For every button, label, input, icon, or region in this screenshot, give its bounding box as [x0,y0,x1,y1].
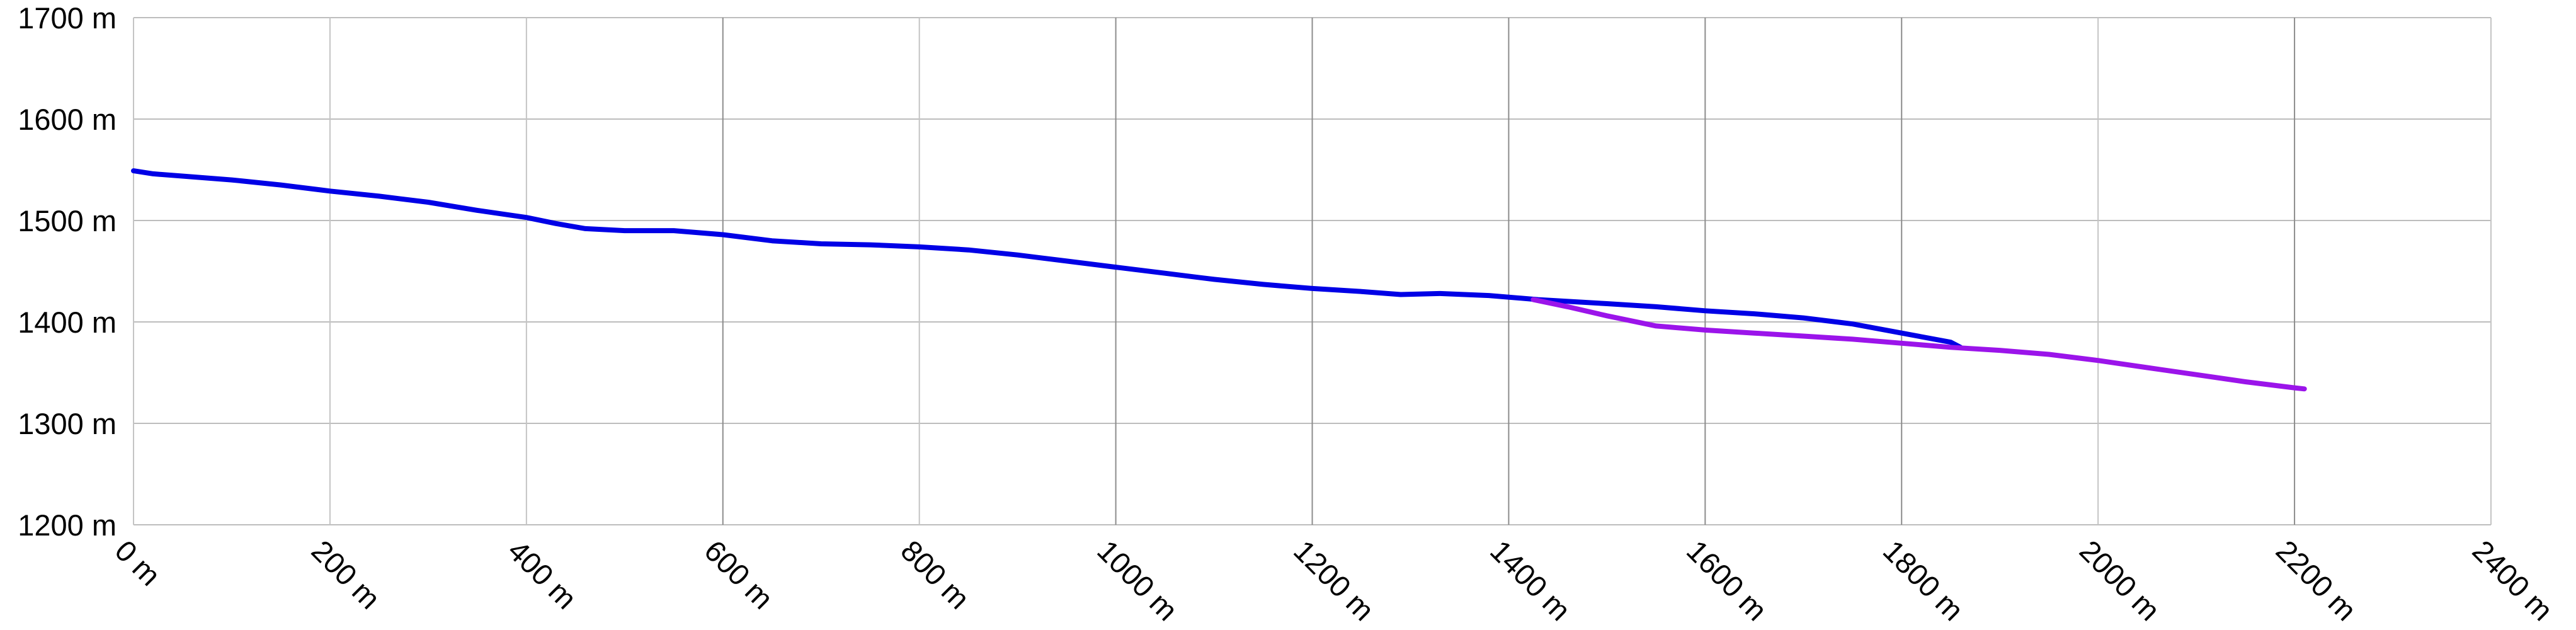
x-tick-label: 1800 m [1877,534,1970,627]
series-line-1 [131,168,1963,350]
y-tick-label: 1400 m [18,306,117,339]
y-tick-label: 1500 m [18,204,117,238]
y-tick-label: 1700 m [18,1,117,35]
x-axis-ticks: 0 m 200 m 400 m 600 m 800 m 1000 m 1200 m 1400 … [109,534,2560,627]
grid-layer [133,17,2492,525]
x-tick-label: 600 m [698,534,780,616]
x-tick-label: 400 m [501,534,583,616]
x-tick-label: 2400 m [2466,534,2560,627]
series-line-2 [1530,297,2307,392]
y-axis-ticks: 1200 m 1300 m 1400 m 1500 m 1600 m 1700 m [18,1,117,542]
x-tick-label: 1600 m [1680,534,1774,627]
series-layer [131,168,2307,392]
x-tick-label: 2200 m [2270,534,2363,627]
x-tick-label: 800 m [894,534,976,616]
y-tick-label: 1300 m [18,407,117,440]
x-tick-label: 200 m [305,534,387,616]
x-tick-label: 2000 m [2073,534,2167,627]
x-tick-label: 1400 m [1484,534,1577,627]
x-tick-label: 1000 m [1091,534,1184,627]
y-tick-label: 1600 m [18,103,117,136]
y-tick-label: 1200 m [18,508,117,542]
x-tick-label: 1200 m [1287,534,1381,627]
x-tick-label: 0 m [109,534,168,592]
